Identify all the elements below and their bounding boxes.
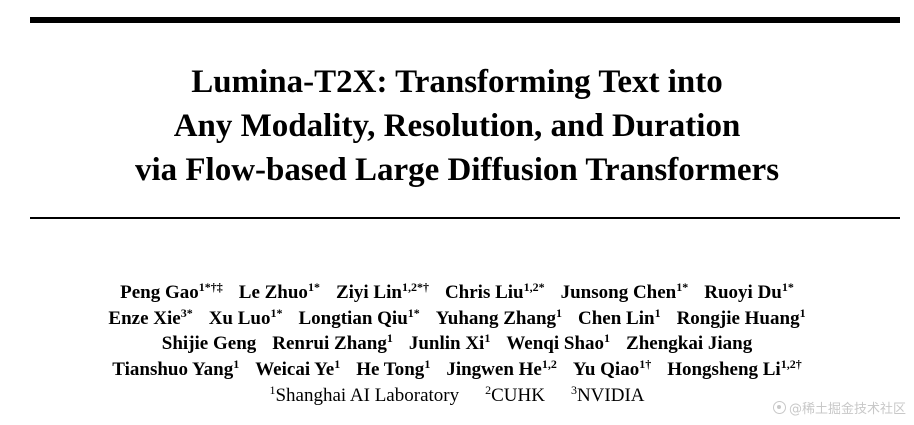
author-name: Renrui Zhang [272,333,387,354]
author: Yu Qiao1† [573,357,651,383]
author: Shijie Geng [162,331,256,357]
affiliation: 2CUHK [485,383,545,409]
author-affiliation-mark: 1 [386,331,393,345]
author-row: Peng Gao1*†‡ Le Zhuo1* Ziyi Lin1,2*† Chris … [0,280,914,306]
author: Yuhang Zhang1 [436,306,562,332]
author-affiliation-mark: 1* [307,280,320,294]
author-name: Hongsheng Li [667,358,781,380]
author-name: He Tong [356,358,425,380]
title-line: Lumina-T2X: Transforming Text into [191,64,723,100]
paper-title: Lumina-T2X: Transforming Text into Any M… [0,60,914,192]
author-name: Tianshuo Yang [112,358,234,380]
affiliation: 3NVIDIA [571,383,645,409]
author: Hongsheng Li1,2† [667,357,802,383]
author-name: Peng Gao [120,282,199,303]
author-affiliation-mark: 3* [180,305,193,320]
author-row: Tianshuo Yang1 Weicai Ye1 He Tong1 Jingwen … [0,357,914,383]
author-name: Enze Xie [108,307,181,329]
author-affiliation-mark: 1 [484,331,491,345]
author: Zhengkai Jiang [626,331,752,357]
title-line: Any Modality, Resolution, and Duration [173,108,741,144]
author-list: Peng Gao1*†‡ Le Zhuo1* Ziyi Lin1,2*† Chris … [0,280,914,382]
author: Chen Lin1 [578,306,661,332]
author-name: Chen Lin [578,307,655,329]
author-affiliation-mark: 1 [604,331,611,345]
top-rule [30,17,900,23]
author-name: Xu Luo [208,307,271,329]
author: Longtian Qiu1* [298,306,419,332]
author: Enze Xie3* [108,306,192,332]
affiliation-name: NVIDIA [576,385,645,406]
author-name: Chris Liu [444,282,524,303]
affiliation-mark: 2 [485,383,492,397]
author-affiliation-mark: 1 [233,356,240,371]
author-row: Shijie Geng Renrui Zhang1 Junlin Xi1 Wenqi … [0,331,914,357]
title-line: via Flow-based Large Diffusion Transform… [134,152,780,188]
author: Rongjie Huang1 [677,306,806,332]
author-name: Jingwen He [446,358,542,380]
author: Xu Luo1* [209,306,283,332]
author: Wenqi Shao1 [506,331,610,357]
author-affiliation-mark: 1 [654,305,661,320]
bottom-rule [30,217,900,219]
author-affiliation-mark: 1,2 [541,356,557,371]
author-name: Ruoyi Du [704,282,782,303]
watermark: @稀土掘金技术社区 [772,398,906,417]
author-name: Zhengkai Jiang [626,333,753,354]
author-affiliation-mark: 1 [424,356,431,371]
author-affiliation-mark: 1 [334,356,341,371]
affiliation-mark: 3 [570,383,577,397]
author-name: Yuhang Zhang [435,307,557,329]
author: Chris Liu1,2* [445,280,545,306]
author-name: Junlin Xi [408,333,485,354]
author-name: Wenqi Shao [506,333,605,354]
author: Ruoyi Du1* [704,280,794,306]
author: Junsong Chen1* [561,280,689,306]
author-row: Enze Xie3* Xu Luo1* Longtian Qiu1* Yuhang Z… [0,306,914,332]
author: Renrui Zhang1 [272,331,393,357]
author-affiliation-mark: 1 [799,305,806,320]
author-name: Ziyi Lin [335,282,402,303]
affiliation-list: 1Shanghai AI Laboratory 2CUHK 3NVIDIA [0,383,914,409]
author-affiliation-mark: 1† [639,356,652,371]
author-affiliation-mark: 1* [407,305,420,320]
author: Junlin Xi1 [409,331,491,357]
author-affiliation-mark: 1* [781,280,794,294]
author-name: Shijie Geng [161,333,257,354]
author-name: Junsong Chen [560,282,677,303]
author-affiliation-mark: 1,2* [523,280,545,294]
author-affiliation-mark: 1 [556,305,563,320]
author-affiliation-mark: 1*†‡ [198,280,223,294]
affiliation-name: Shanghai AI Laboratory [275,385,460,406]
author-affiliation-mark: 1* [270,305,283,320]
author-affiliation-mark: 1* [676,280,689,294]
author-name: Rongjie Huang [676,307,800,329]
author-affiliation-mark: 1,2*† [401,280,429,294]
watermark-text: @稀土掘金技术社区 [788,402,906,417]
author: Weicai Ye1 [255,357,340,383]
author-name: Yu Qiao [572,358,640,380]
affiliation-name: CUHK [491,385,545,406]
author: Ziyi Lin1,2*† [336,280,429,306]
author-name: Le Zhuo [238,282,308,303]
affiliation: 1Shanghai AI Laboratory [269,383,459,409]
author-name: Weicai Ye [255,358,335,380]
author: Le Zhuo1* [239,280,320,306]
juejin-logo-icon [772,401,786,414]
author: He Tong1 [356,357,430,383]
author-affiliation-mark: 1,2† [780,356,802,371]
author: Tianshuo Yang1 [112,357,239,383]
author: Peng Gao1*†‡ [120,280,223,306]
author-name: Longtian Qiu [298,307,408,329]
affiliation-mark: 1 [269,383,276,397]
author: Jingwen He1,2 [446,357,557,383]
